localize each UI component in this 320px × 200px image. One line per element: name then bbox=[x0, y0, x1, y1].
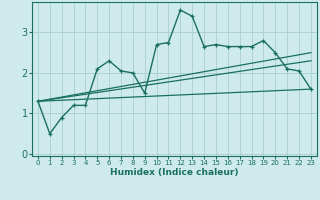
X-axis label: Humidex (Indice chaleur): Humidex (Indice chaleur) bbox=[110, 168, 239, 177]
